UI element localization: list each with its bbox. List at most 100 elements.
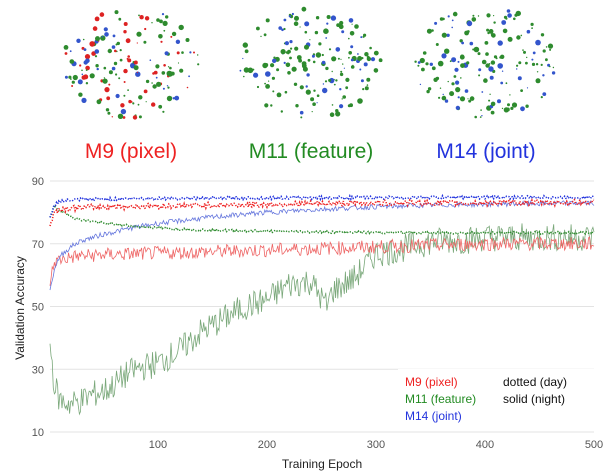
embedding-point [144,16,150,21]
embedding-point [473,46,480,53]
embedding-point [287,71,291,75]
embedding-point [295,104,299,108]
embedding-point [71,80,75,84]
embedding-point [137,103,140,106]
embedding-point [461,41,464,45]
embedding-point [113,61,118,66]
embedding-point [337,57,340,60]
embedding-point [81,75,87,80]
embedding-point [96,67,99,71]
accuracy-chart: 10 30 50 70 90 100 200 300 400 500 Training Epoch… [13,176,603,471]
embedding-point [174,95,180,101]
embedding-point [264,63,269,67]
embedding-point [515,10,521,17]
embedding-point [273,56,276,59]
legend: M9 (pixel) M11 (feature) M14 (joint) dot… [398,369,594,426]
embedding-point [323,28,329,34]
embedding-point [312,102,316,106]
embedding-point [127,58,132,63]
embedding-point [89,73,95,79]
embedding-point [161,71,166,75]
embedding-point [326,15,331,19]
embedding-point [322,83,325,85]
embedding-point [535,78,541,84]
embedding-point [520,34,523,37]
legend-background [398,369,594,426]
embedding-point [486,28,490,32]
embedding-point [525,61,528,65]
embedding-point [301,6,307,12]
embedding-point [467,98,469,100]
embedding-point [339,88,342,91]
embedding-point [359,68,362,71]
embedding-point [193,51,195,54]
embedding-point [505,107,510,112]
embedding-point [429,62,433,66]
embedding-point [306,73,310,77]
embedding-point [499,56,502,59]
y-tick-label: 70 [32,239,44,251]
embedding-point [488,99,491,102]
embedding-point [328,78,332,82]
embedding-point [123,30,127,34]
embedding-point [299,26,301,28]
embedding-point [171,31,177,37]
embedding-point [442,93,444,96]
embedding-m14 [414,9,556,119]
embedding-point [489,93,491,96]
embedding-point [283,61,286,64]
embedding-point [520,106,525,112]
embedding-point [103,27,108,32]
embedding-point [493,21,496,24]
embedding-point [158,34,163,39]
embedding-point [434,21,438,25]
embedding-point [294,15,299,21]
embedding-point [497,40,503,46]
embedding-point [507,13,512,18]
embedding-point [503,15,508,19]
embedding-point [324,80,328,83]
embedding-point [143,40,147,44]
embedding-point [260,35,262,38]
embedding-point [311,111,313,113]
embedding-point [435,76,440,81]
embedding-point [123,68,128,74]
embedding-point [123,22,128,26]
embedding-point [526,56,528,59]
embedding-point [493,55,498,59]
embedding-point [516,35,521,40]
embedding-point [313,89,316,92]
embedding-point [451,57,457,63]
embedding-point [162,20,168,26]
embedding-point [451,82,455,86]
embedding-point [422,51,427,55]
embedding-point [516,68,518,70]
y-tick-label: 10 [32,427,44,439]
embedding-point [417,64,420,67]
embedding-point [114,49,117,53]
embedding-point [335,111,339,115]
embedding-point [253,72,259,78]
embedding-point [102,78,108,84]
embedding-point [469,41,474,46]
embedding-point [85,58,90,64]
embedding-point [304,30,308,34]
embedding-point [132,102,135,105]
embedding-point [318,42,322,46]
embedding-point [159,19,163,24]
embedding-point [289,40,293,44]
embedding-point [505,82,508,85]
embedding-point [369,46,372,50]
embedding-point [155,76,158,79]
x-axis-label: Training Epoch [282,457,362,471]
embedding-point [325,66,329,71]
embedding-point [69,50,72,53]
embedding-point [276,92,282,98]
legend-entry-m11: M11 (feature) [405,392,476,406]
embedding-point [466,30,470,33]
embedding-point [301,61,307,66]
embedding-point [64,75,68,79]
embedding-point [161,13,165,16]
embedding-point [166,95,173,102]
embedding-point [513,17,516,21]
